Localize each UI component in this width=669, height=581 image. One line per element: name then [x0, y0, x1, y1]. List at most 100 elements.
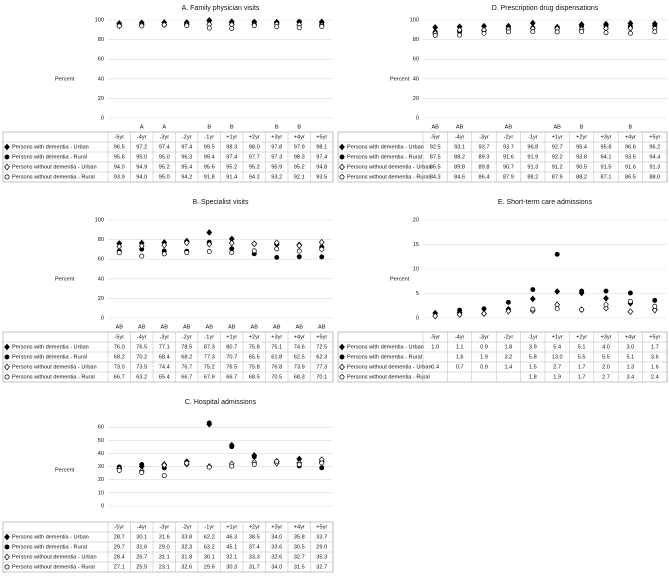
table-cell: 95.0 [136, 154, 147, 160]
x-category-label: +1yr [552, 334, 563, 340]
data-point [116, 243, 123, 250]
table-cell: 84.3 [430, 174, 441, 180]
table-cell: 94.2 [181, 174, 192, 180]
table-cell: 93.2 [271, 174, 282, 180]
table-cell: 84.6 [454, 174, 465, 180]
y-tick-label: 20 [98, 477, 104, 483]
data-point [139, 462, 145, 467]
y-tick-label: 80 [98, 37, 104, 43]
y-tick-label: 10 [413, 266, 419, 272]
table-cell: 31.6 [159, 534, 170, 540]
data-point [184, 250, 190, 256]
table-cell: 5.1 [627, 354, 635, 360]
y-tick-label: 60 [98, 57, 104, 63]
y-tick-label: 100 [95, 217, 104, 223]
table-cell: 68.2 [181, 354, 192, 360]
table-cell: 97.8 [271, 144, 282, 150]
data-point [138, 242, 145, 250]
table-cell: 96.8 [527, 144, 538, 150]
legend-label: Persons without dementia - Rural [347, 174, 430, 180]
x-category-label: +1yr [226, 134, 237, 140]
legend-marker [339, 143, 345, 151]
table-cell: 65.4 [159, 374, 170, 380]
x-category-label: +3yr [271, 134, 282, 140]
data-point [274, 254, 280, 260]
data-point [296, 462, 302, 468]
legend-marker [4, 533, 10, 541]
data-point [206, 420, 212, 426]
x-category-label: +1yr [226, 334, 237, 340]
table-cell: 87.3 [204, 344, 215, 350]
y-axis-label: Percent [390, 76, 410, 82]
table-cell: 32.7 [294, 554, 305, 560]
table-cell: 31.1 [159, 554, 170, 560]
table-cell: 74.6 [294, 344, 305, 350]
table-cell: 95.2 [249, 164, 260, 170]
table-cell: 88.2 [576, 174, 587, 180]
x-category-label: +4yr [294, 334, 305, 340]
table-cell: 70.5 [271, 374, 282, 380]
data-point [603, 302, 609, 308]
table-cell: 94.2 [249, 174, 260, 180]
table-cell: 3.0 [627, 344, 635, 350]
table-cell: 45.1 [226, 544, 237, 550]
data-point [251, 461, 257, 467]
significance-label: AB [273, 324, 281, 330]
data-point [228, 239, 235, 247]
table-cell: 30.3 [226, 564, 237, 570]
significance-label: B [230, 124, 234, 130]
table-cell: 2.4 [651, 374, 659, 380]
data-point [554, 306, 560, 312]
data-point [530, 29, 536, 35]
data-point [505, 299, 511, 305]
table-cell: 93.1 [454, 144, 465, 150]
y-axis-label: Percent [390, 276, 410, 282]
x-category-label: +1yr [226, 524, 237, 530]
panel-title: E. Short-term care admissions [498, 199, 593, 206]
table-cell: 28.4 [114, 554, 125, 560]
table-cell: 63.2 [204, 544, 215, 550]
table-cell: 77.3 [316, 364, 327, 370]
y-axis-label: Percent [55, 276, 75, 282]
x-category-label: +2yr [249, 134, 260, 140]
data-point [652, 297, 658, 303]
data-point [627, 290, 633, 296]
significance-label: AB [138, 324, 146, 330]
table-cell: 95.4 [181, 164, 192, 170]
data-point [319, 23, 325, 29]
data-point [161, 473, 167, 479]
legend-label: Persons without dementia - Urban [12, 364, 97, 370]
table-cell: 74.4 [159, 364, 170, 370]
table-cell: 33.3 [249, 554, 260, 560]
x-category-label: -4yr [137, 334, 147, 340]
data-point [251, 23, 257, 29]
legend-marker [4, 564, 10, 570]
table-cell: 86.4 [479, 174, 490, 180]
data-point [183, 239, 190, 247]
legend-marker [4, 544, 10, 550]
data-point [432, 312, 439, 320]
legend-marker [4, 363, 10, 371]
data-point [319, 465, 325, 471]
table-cell: 95.8 [601, 144, 612, 150]
x-category-label: -4yr [455, 334, 465, 340]
data-point [206, 25, 212, 31]
data-point [651, 306, 658, 314]
table-cell: 86.5 [430, 164, 441, 170]
x-category-label: +5yr [316, 334, 327, 340]
table-cell: 96.6 [625, 144, 636, 150]
table-cell: 91.9 [527, 154, 538, 160]
data-point [139, 253, 145, 259]
data-point [206, 249, 212, 254]
legend-marker [339, 163, 345, 171]
significance-label: B [275, 124, 279, 130]
table-cell: 66.7 [226, 374, 237, 380]
table-cell: 68.4 [159, 354, 170, 360]
x-category-label: +2yr [576, 334, 587, 340]
x-category-label: -5yr [114, 524, 124, 530]
table-cell: 93.7 [479, 144, 490, 150]
table-cell: 97.7 [249, 154, 260, 160]
x-category-label: -5yr [430, 134, 440, 140]
data-point [139, 23, 145, 29]
table-cell: 30.5 [294, 544, 305, 550]
